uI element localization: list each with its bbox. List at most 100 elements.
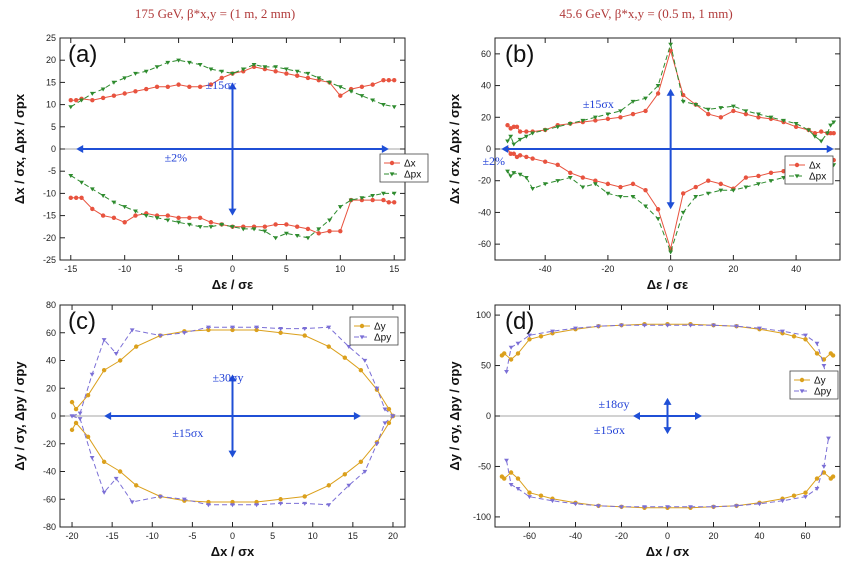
data-point xyxy=(511,171,517,176)
data-point xyxy=(186,60,192,65)
data-point xyxy=(294,69,300,74)
data-point xyxy=(284,67,289,72)
data-point xyxy=(240,67,246,72)
data-point xyxy=(504,370,509,374)
data-point xyxy=(711,323,716,328)
data-point xyxy=(208,67,214,72)
data-point xyxy=(374,442,380,447)
data-point xyxy=(527,495,532,500)
data-point xyxy=(111,200,117,205)
arrow-head xyxy=(663,427,672,435)
data-point xyxy=(508,151,513,156)
x-tick-label: 40 xyxy=(791,264,801,274)
data-point xyxy=(825,131,830,136)
data-point xyxy=(706,111,711,117)
legend-entry: Δx xyxy=(809,161,821,172)
data-point xyxy=(362,358,368,363)
annotation-label: ±15σx xyxy=(172,426,203,440)
data-point xyxy=(693,184,698,190)
data-point xyxy=(618,184,623,190)
data-point xyxy=(143,214,149,218)
data-point xyxy=(111,93,117,98)
data-point xyxy=(812,134,818,139)
y-tick-label: 0 xyxy=(486,144,491,154)
data-point xyxy=(386,200,392,205)
data-point xyxy=(278,497,283,502)
data-point xyxy=(338,93,343,98)
data-point xyxy=(550,499,555,504)
data-point xyxy=(348,89,354,94)
data-point xyxy=(511,151,517,156)
data-point xyxy=(515,351,521,356)
data-point xyxy=(284,231,289,236)
data-point xyxy=(133,89,138,94)
arrow-head xyxy=(228,208,237,216)
data-point xyxy=(254,499,259,505)
x-tick-label: 60 xyxy=(800,531,810,541)
y-tick-label: -40 xyxy=(478,207,491,217)
data-point xyxy=(812,130,818,136)
data-point xyxy=(90,206,95,212)
y-tick-label: 100 xyxy=(476,310,491,320)
data-point xyxy=(505,139,510,144)
data-point xyxy=(327,80,332,85)
data-point xyxy=(756,115,761,120)
panel-label: (a) xyxy=(68,41,97,68)
legend-marker xyxy=(794,174,800,179)
data-point xyxy=(230,327,235,333)
data-point xyxy=(206,325,211,330)
data-point xyxy=(515,487,521,492)
data-point xyxy=(197,225,203,230)
data-point xyxy=(157,494,163,499)
y-axis-label: Δy / σy, Δpy / σpy xyxy=(12,361,27,471)
arrow-head xyxy=(663,397,672,405)
data-point xyxy=(278,330,283,335)
data-point xyxy=(197,215,203,221)
data-point xyxy=(743,185,749,190)
data-point xyxy=(206,327,211,333)
data-point xyxy=(133,71,138,76)
y-tick-label: -100 xyxy=(473,512,491,522)
data-point xyxy=(219,69,225,74)
data-point xyxy=(756,173,761,179)
x-tick-label: 0 xyxy=(665,531,670,541)
y-tick-label: 50 xyxy=(481,361,491,371)
data-point xyxy=(129,500,135,505)
data-point xyxy=(643,204,648,209)
y-tick-label: -25 xyxy=(43,255,56,265)
data-point xyxy=(555,162,560,168)
x-tick-label: 20 xyxy=(388,531,398,541)
data-point xyxy=(284,71,289,76)
legend-box xyxy=(784,155,834,185)
arrow-head xyxy=(633,412,640,420)
data-point xyxy=(780,329,785,334)
data-point xyxy=(655,91,661,96)
data-point xyxy=(197,84,203,90)
data-point xyxy=(337,85,343,90)
data-point xyxy=(711,505,716,510)
data-point xyxy=(358,368,364,373)
data-point xyxy=(382,421,388,426)
x-tick-label: -20 xyxy=(66,531,79,541)
data-point xyxy=(592,115,598,120)
data-point xyxy=(73,406,79,412)
chart-panel-3: -60 -40 -20 0 20 40 60 -100 -50 0 50 100 Δx / σx Δy /… xyxy=(447,304,841,559)
data-point xyxy=(154,84,160,90)
data-point xyxy=(73,97,79,103)
data-point xyxy=(273,222,278,227)
data-point xyxy=(502,476,507,481)
legend-box xyxy=(379,153,429,183)
chart-panel-1: -40 -20 0 20 40 -60 -40 -20 0 20 40 60 Δε / σε Δx / σ… xyxy=(447,37,841,292)
x-tick-label: 40 xyxy=(754,531,764,541)
data-point xyxy=(316,227,322,232)
data-point xyxy=(580,118,586,123)
data-point xyxy=(386,420,392,426)
data-point xyxy=(305,71,311,76)
data-point xyxy=(705,107,711,112)
y-tick-label: 10 xyxy=(46,100,56,110)
data-point xyxy=(527,490,532,495)
y-tick-label: -10 xyxy=(43,188,56,198)
data-point xyxy=(550,329,555,334)
x-axis-label: Δε / σε xyxy=(647,277,688,292)
